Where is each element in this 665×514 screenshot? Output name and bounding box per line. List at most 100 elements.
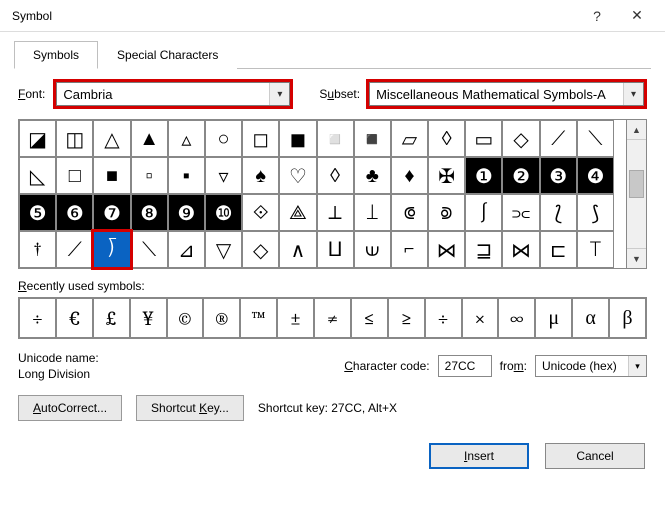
recent-cell[interactable]: ≥	[388, 298, 425, 338]
symbol-cell[interactable]: ◊	[428, 120, 465, 157]
symbol-cell[interactable]: ❿	[205, 194, 242, 231]
symbol-cell[interactable]: ■	[93, 157, 130, 194]
symbol-cell[interactable]: ✠	[428, 157, 465, 194]
recent-cell[interactable]: μ	[535, 298, 572, 338]
symbol-cell[interactable]: ◺	[19, 157, 56, 194]
recent-cell[interactable]: ×	[462, 298, 499, 338]
chevron-down-icon[interactable]: ▾	[628, 356, 646, 376]
symbol-cell[interactable]: ▵	[168, 120, 205, 157]
symbol-cell[interactable]: ◻	[242, 120, 279, 157]
recent-cell[interactable]: ÷	[425, 298, 462, 338]
symbol-cell[interactable]: ◊	[317, 157, 354, 194]
symbol-cell[interactable]: ⋈	[502, 231, 539, 268]
symbol-cell[interactable]: ◽	[317, 120, 354, 157]
symbol-cell[interactable]: □	[56, 157, 93, 194]
symbol-cell[interactable]: ⟐	[242, 194, 279, 231]
recent-cell[interactable]: €	[56, 298, 93, 338]
tab-symbols[interactable]: Symbols	[14, 41, 98, 69]
symbol-cell[interactable]: ❶	[465, 157, 502, 194]
symbol-cell[interactable]: ♠	[242, 157, 279, 194]
recent-cell[interactable]: ™	[240, 298, 277, 338]
symbol-cell[interactable]: ⊏	[540, 231, 577, 268]
symbol-cell[interactable]: ♡	[279, 157, 316, 194]
symbol-cell[interactable]: ▲	[131, 120, 168, 157]
scrollbar[interactable]: ▲ ▼	[626, 120, 646, 268]
recent-cell[interactable]: ÷	[19, 298, 56, 338]
symbol-cell[interactable]: ❸	[540, 157, 577, 194]
symbol-cell[interactable]: ⟄	[428, 194, 465, 231]
symbol-cell[interactable]: ⨿	[317, 231, 354, 268]
font-combo[interactable]: Cambria ▾	[56, 82, 290, 106]
symbol-cell[interactable]: ∫	[465, 194, 502, 231]
from-combo[interactable]: Unicode (hex) ▾	[535, 355, 647, 377]
symbol-cell[interactable]: ▿	[205, 157, 242, 194]
symbol-cell[interactable]: ⟍	[577, 120, 614, 157]
symbol-cell[interactable]: ▱	[391, 120, 428, 157]
shortcut-key-button[interactable]: Shortcut Key...	[136, 395, 244, 421]
scroll-down-icon[interactable]: ▼	[627, 248, 646, 268]
symbol-cell[interactable]: ▽	[205, 231, 242, 268]
symbol-cell[interactable]: ○	[205, 120, 242, 157]
symbol-cell[interactable]: ⌐	[391, 231, 428, 268]
help-button[interactable]: ?	[577, 8, 617, 24]
subset-combo[interactable]: Miscellaneous Mathematical Symbols-A ▾	[369, 82, 644, 106]
chevron-down-icon[interactable]: ▾	[623, 83, 643, 105]
close-button[interactable]: ✕	[617, 7, 657, 24]
symbol-cell[interactable]: ▫	[131, 157, 168, 194]
symbol-cell[interactable]: ⟍	[131, 231, 168, 268]
symbol-cell[interactable]: ❺	[19, 194, 56, 231]
charcode-input[interactable]	[438, 355, 492, 377]
symbol-cell[interactable]: ⋈	[428, 231, 465, 268]
symbol-cell[interactable]: ❷	[502, 157, 539, 194]
tab-special-characters[interactable]: Special Characters	[98, 41, 237, 69]
symbol-cell[interactable]: ▪	[168, 157, 205, 194]
recent-cell[interactable]: ±	[277, 298, 314, 338]
recent-cell[interactable]: α	[572, 298, 609, 338]
symbol-cell[interactable]: ⊿	[168, 231, 205, 268]
symbol-cell[interactable]: ◾	[354, 120, 391, 157]
symbol-cell[interactable]: ⟆	[577, 194, 614, 231]
chevron-down-icon[interactable]: ▾	[269, 83, 289, 105]
symbol-cell[interactable]: ❽	[131, 194, 168, 231]
symbol-cell[interactable]: ⟅	[540, 194, 577, 231]
autocorrect-button[interactable]: AutoCorrect...	[18, 395, 122, 421]
symbol-cell[interactable]: ⟘	[354, 194, 391, 231]
recent-cell[interactable]: ∞	[498, 298, 535, 338]
symbol-cell[interactable]: ∧	[279, 231, 316, 268]
recent-cell[interactable]: ≤	[351, 298, 388, 338]
recent-cell[interactable]: £	[93, 298, 130, 338]
symbol-cell[interactable]: ⟋	[540, 120, 577, 157]
symbol-cell[interactable]: ⟌	[93, 231, 130, 268]
symbol-cell[interactable]: ❻	[56, 194, 93, 231]
symbol-cell[interactable]: ⟂	[317, 194, 354, 231]
recent-cell[interactable]: ®	[203, 298, 240, 338]
symbol-cell[interactable]: ◇	[242, 231, 279, 268]
symbol-cell[interactable]: ❹	[577, 157, 614, 194]
symbol-cell[interactable]: ▭	[465, 120, 502, 157]
symbol-cell[interactable]: ◪	[19, 120, 56, 157]
symbol-cell[interactable]: †	[19, 231, 56, 268]
recent-cell[interactable]: ¥	[130, 298, 167, 338]
symbol-cell[interactable]: ⫗	[502, 194, 539, 231]
symbol-cell[interactable]: ❾	[168, 194, 205, 231]
symbol-cell[interactable]: ◫	[56, 120, 93, 157]
recent-cell[interactable]: β	[609, 298, 646, 338]
symbol-cell[interactable]: △	[93, 120, 130, 157]
symbol-cell[interactable]: ⟁	[279, 194, 316, 231]
symbol-cell[interactable]: ♦	[391, 157, 428, 194]
scroll-up-icon[interactable]: ▲	[627, 120, 646, 140]
symbol-cell[interactable]: ◼	[279, 120, 316, 157]
symbol-cell[interactable]: ♣	[354, 157, 391, 194]
recent-cell[interactable]: ©	[167, 298, 204, 338]
symbol-cell[interactable]: ⟋	[56, 231, 93, 268]
symbol-cell[interactable]: ❼	[93, 194, 130, 231]
insert-button[interactable]: Insert	[429, 443, 529, 469]
scroll-track[interactable]	[627, 140, 646, 248]
cancel-button[interactable]: Cancel	[545, 443, 645, 469]
recent-cell[interactable]: ≠	[314, 298, 351, 338]
symbol-cell[interactable]: ⟒	[354, 231, 391, 268]
scroll-thumb[interactable]	[629, 170, 644, 198]
symbol-cell[interactable]: ⊒	[465, 231, 502, 268]
symbol-cell[interactable]: ⟃	[391, 194, 428, 231]
symbol-cell[interactable]: ⟙	[577, 231, 614, 268]
